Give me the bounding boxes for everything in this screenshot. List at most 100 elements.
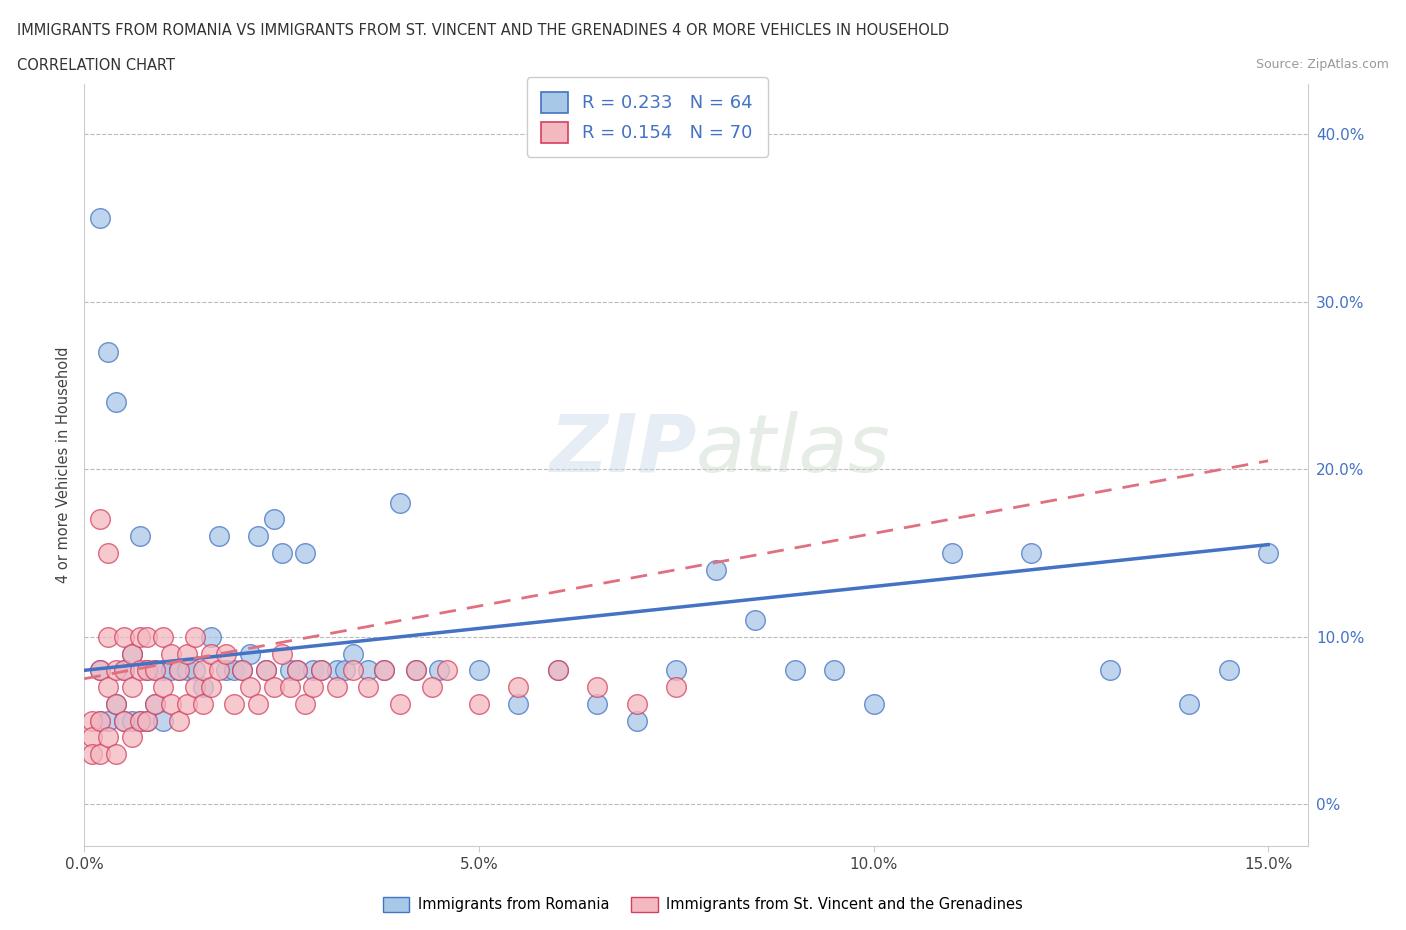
Point (263, 512, 285, 527)
Point (1178, 697, 1201, 711)
Point (152, 680, 174, 695)
Point (121, 713, 143, 728)
Point (97, 730, 120, 745)
Point (136, 713, 159, 728)
Point (89, 663, 111, 678)
Point (586, 680, 609, 695)
Point (207, 663, 229, 678)
Point (89, 663, 111, 678)
Point (302, 663, 325, 678)
Point (104, 697, 127, 711)
Point (152, 630, 174, 644)
Point (246, 529, 269, 544)
Point (82, 747, 104, 762)
Point (468, 697, 491, 711)
Point (191, 663, 214, 678)
Point (783, 663, 806, 678)
Point (104, 697, 127, 711)
Point (373, 663, 395, 678)
Point (420, 680, 443, 695)
Legend: Immigrants from Romania, Immigrants from St. Vincent and the Grenadines: Immigrants from Romania, Immigrants from… (377, 891, 1029, 918)
Point (287, 663, 309, 678)
Point (176, 646, 198, 661)
Point (184, 630, 207, 644)
Point (82, 713, 104, 728)
Point (389, 496, 412, 511)
Point (97, 630, 120, 644)
Point (215, 663, 238, 678)
Text: CORRELATION CHART: CORRELATION CHART (17, 58, 174, 73)
Point (128, 663, 150, 678)
Point (239, 680, 262, 695)
Point (263, 680, 285, 695)
Point (89, 713, 111, 728)
Point (97, 680, 120, 695)
Point (665, 680, 688, 695)
Point (309, 663, 332, 678)
Point (231, 663, 253, 678)
Point (326, 663, 349, 678)
Point (160, 663, 183, 678)
Point (468, 663, 491, 678)
Point (1218, 663, 1240, 678)
Point (136, 713, 159, 728)
Point (82, 730, 104, 745)
Text: IMMIGRANTS FROM ROMANIA VS IMMIGRANTS FROM ST. VINCENT AND THE GRENADINES 4 OR M: IMMIGRANTS FROM ROMANIA VS IMMIGRANTS FR… (17, 23, 949, 38)
Point (121, 680, 143, 695)
Point (136, 630, 159, 644)
Point (89, 747, 111, 762)
Point (121, 730, 143, 745)
Point (357, 680, 380, 695)
Point (309, 663, 332, 678)
Point (145, 697, 167, 711)
Point (176, 697, 198, 711)
Point (176, 663, 198, 678)
Point (104, 394, 127, 409)
Point (239, 646, 262, 661)
Point (200, 680, 222, 695)
Text: atlas: atlas (696, 411, 891, 489)
Legend: R = 0.233   N = 64, R = 0.154   N = 70: R = 0.233 N = 64, R = 0.154 N = 70 (526, 77, 768, 157)
Text: Source: ZipAtlas.com: Source: ZipAtlas.com (1256, 58, 1389, 71)
Point (184, 680, 207, 695)
Point (823, 663, 845, 678)
Point (145, 663, 167, 678)
Point (270, 546, 292, 561)
Point (167, 663, 190, 678)
Point (326, 680, 349, 695)
Point (1021, 546, 1043, 561)
Point (184, 663, 207, 678)
Point (744, 613, 766, 628)
Point (167, 713, 190, 728)
Point (294, 546, 316, 561)
Point (112, 663, 135, 678)
Point (145, 663, 167, 678)
Point (200, 630, 222, 644)
Point (97, 546, 120, 561)
Point (294, 697, 316, 711)
Point (89, 713, 111, 728)
Point (121, 646, 143, 661)
Text: ZIP: ZIP (548, 411, 696, 489)
Point (231, 663, 253, 678)
Point (160, 697, 183, 711)
Point (405, 663, 427, 678)
Point (254, 663, 277, 678)
Point (862, 697, 884, 711)
Point (405, 663, 427, 678)
Point (342, 663, 364, 678)
Point (373, 663, 395, 678)
Point (128, 713, 150, 728)
Point (704, 563, 727, 578)
Point (547, 663, 569, 678)
Point (254, 663, 277, 678)
Point (136, 663, 159, 678)
Point (941, 546, 963, 561)
Point (389, 697, 412, 711)
Point (191, 697, 214, 711)
Point (270, 646, 292, 661)
Point (626, 713, 648, 728)
Point (586, 697, 609, 711)
Point (167, 663, 190, 678)
Y-axis label: 4 or more Vehicles in Household: 4 or more Vehicles in Household (56, 347, 72, 583)
